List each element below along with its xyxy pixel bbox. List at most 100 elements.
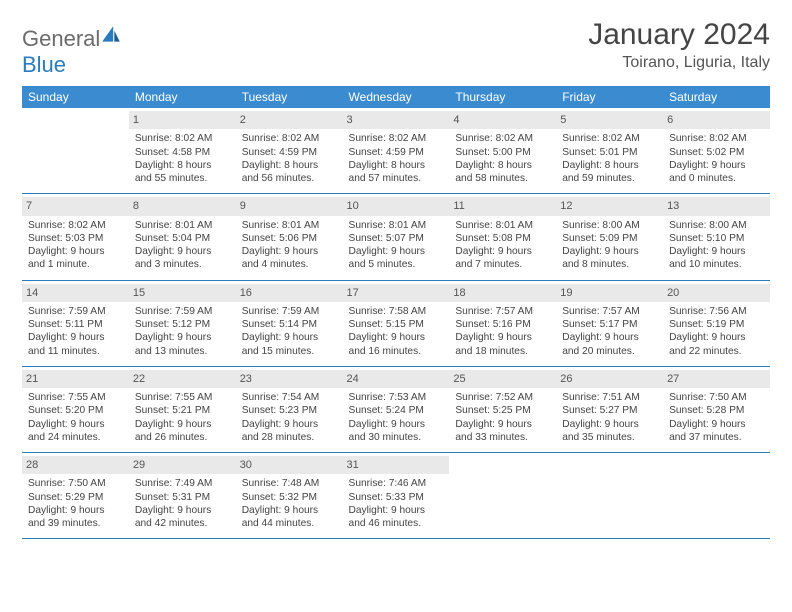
sunrise-text: Sunrise: 7:56 AM xyxy=(669,305,764,318)
sunset-text: Sunset: 5:03 PM xyxy=(28,232,123,245)
weekday-header: Monday xyxy=(129,86,236,108)
sunrise-text: Sunrise: 8:01 AM xyxy=(349,219,444,232)
day-info: Sunrise: 8:00 AMSunset: 5:09 PMDaylight:… xyxy=(562,219,657,272)
day-number: 13 xyxy=(663,197,770,215)
day-info: Sunrise: 7:53 AMSunset: 5:24 PMDaylight:… xyxy=(349,391,444,444)
day-info: Sunrise: 7:56 AMSunset: 5:19 PMDaylight:… xyxy=(669,305,764,358)
sunset-text: Sunset: 5:10 PM xyxy=(669,232,764,245)
calendar-cell: 21Sunrise: 7:55 AMSunset: 5:20 PMDayligh… xyxy=(22,366,129,452)
day-info: Sunrise: 7:49 AMSunset: 5:31 PMDaylight:… xyxy=(135,477,230,530)
calendar-row: 7Sunrise: 8:02 AMSunset: 5:03 PMDaylight… xyxy=(22,194,770,280)
calendar-cell: 4 Sunrise: 8:02 AMSunset: 5:00 PMDaylight… xyxy=(449,108,556,194)
daylight-text: Daylight: 9 hours and 26 minutes. xyxy=(135,418,230,445)
day-info: Sunrise: 7:59 AMSunset: 5:14 PMDaylight:… xyxy=(242,305,337,358)
daylight-text: Daylight: 9 hours and 33 minutes. xyxy=(455,418,550,445)
daylight-text: Daylight: 9 hours and 11 minutes. xyxy=(28,331,123,358)
sunset-text: Sunset: 5:32 PM xyxy=(242,491,337,504)
calendar-cell: 26 Sunrise: 7:51 AMSunset: 5:27 PMDayligh… xyxy=(556,366,663,452)
sunrise-text: Sunrise: 7:55 AM xyxy=(135,391,230,404)
day-info: Sunrise: 8:02 AMSunset: 5:00 PMDaylight:… xyxy=(455,132,550,185)
daylight-text: Daylight: 9 hours and 4 minutes. xyxy=(242,245,337,272)
sunrise-text: Sunrise: 8:02 AM xyxy=(669,132,764,145)
calendar-cell: 2Sunrise: 8:02 AMSunset: 4:59 PMDaylight… xyxy=(236,108,343,194)
calendar-cell: 22 Sunrise: 7:55 AMSunset: 5:21 PMDayligh… xyxy=(129,366,236,452)
daylight-text: Daylight: 8 hours and 58 minutes. xyxy=(455,159,550,186)
calendar-cell: 10Sunrise: 8:01 AMSunset: 5:07 PMDayligh… xyxy=(343,194,450,280)
calendar-cell: 6Sunrise: 8:02 AMSunset: 5:02 PMDaylight… xyxy=(663,108,770,194)
day-info: Sunrise: 7:48 AMSunset: 5:32 PMDaylight:… xyxy=(242,477,337,530)
day-number: 14 xyxy=(22,284,129,302)
sunset-text: Sunset: 5:27 PM xyxy=(562,404,657,417)
daylight-text: Daylight: 9 hours and 24 minutes. xyxy=(28,418,123,445)
calendar-cell: 31Sunrise: 7:46 AMSunset: 5:33 PMDayligh… xyxy=(343,453,450,539)
day-info: Sunrise: 7:55 AMSunset: 5:21 PMDaylight:… xyxy=(135,391,230,444)
sunrise-text: Sunrise: 7:49 AM xyxy=(135,477,230,490)
sunrise-text: Sunrise: 7:54 AM xyxy=(242,391,337,404)
sunset-text: Sunset: 5:07 PM xyxy=(349,232,444,245)
day-number: 26 xyxy=(556,370,663,388)
sunset-text: Sunset: 5:33 PM xyxy=(349,491,444,504)
sunset-text: Sunset: 5:15 PM xyxy=(349,318,444,331)
calendar-cell: 27Sunrise: 7:50 AMSunset: 5:28 PMDayligh… xyxy=(663,366,770,452)
daylight-text: Daylight: 8 hours and 56 minutes. xyxy=(242,159,337,186)
day-info: Sunrise: 8:02 AMSunset: 4:58 PMDaylight:… xyxy=(135,132,230,185)
day-number: 10 xyxy=(343,197,450,215)
day-number: 22 xyxy=(129,370,236,388)
day-number: 21 xyxy=(22,370,129,388)
day-number: 4 xyxy=(449,111,556,129)
calendar-head: SundayMondayTuesdayWednesdayThursdayFrid… xyxy=(22,86,770,108)
weekday-header: Tuesday xyxy=(236,86,343,108)
sunset-text: Sunset: 5:23 PM xyxy=(242,404,337,417)
sunset-text: Sunset: 5:20 PM xyxy=(28,404,123,417)
sunset-text: Sunset: 5:29 PM xyxy=(28,491,123,504)
daylight-text: Daylight: 8 hours and 59 minutes. xyxy=(562,159,657,186)
sunset-text: Sunset: 5:04 PM xyxy=(135,232,230,245)
calendar-cell: 8Sunrise: 8:01 AMSunset: 5:04 PMDaylight… xyxy=(129,194,236,280)
day-number: 28 xyxy=(22,456,129,474)
calendar-cell: 18Sunrise: 7:57 AMSunset: 5:16 PMDayligh… xyxy=(449,280,556,366)
day-info: Sunrise: 8:01 AMSunset: 5:08 PMDaylight:… xyxy=(455,219,550,272)
day-info: Sunrise: 7:50 AMSunset: 5:29 PMDaylight:… xyxy=(28,477,123,530)
day-number: 19 xyxy=(556,284,663,302)
calendar-cell: 17 Sunrise: 7:58 AMSunset: 5:15 PMDayligh… xyxy=(343,280,450,366)
day-info: Sunrise: 7:51 AMSunset: 5:27 PMDaylight:… xyxy=(562,391,657,444)
day-number: 30 xyxy=(236,456,343,474)
sunset-text: Sunset: 4:59 PM xyxy=(242,146,337,159)
calendar-cell xyxy=(556,453,663,539)
daylight-text: Daylight: 9 hours and 7 minutes. xyxy=(455,245,550,272)
daylight-text: Daylight: 9 hours and 37 minutes. xyxy=(669,418,764,445)
daylight-text: Daylight: 9 hours and 16 minutes. xyxy=(349,331,444,358)
sunrise-text: Sunrise: 7:50 AM xyxy=(28,477,123,490)
sunset-text: Sunset: 5:21 PM xyxy=(135,404,230,417)
calendar-cell: 24Sunrise: 7:53 AMSunset: 5:24 PMDayligh… xyxy=(343,366,450,452)
calendar-cell: 5Sunrise: 8:02 AMSunset: 5:01 PMDaylight… xyxy=(556,108,663,194)
daylight-text: Daylight: 9 hours and 30 minutes. xyxy=(349,418,444,445)
day-number: 2 xyxy=(236,111,343,129)
day-number: 27 xyxy=(663,370,770,388)
sail-icon xyxy=(100,24,122,46)
day-number: 12 xyxy=(556,197,663,215)
calendar-cell: 20Sunrise: 7:56 AMSunset: 5:19 PMDayligh… xyxy=(663,280,770,366)
day-info: Sunrise: 8:02 AMSunset: 5:01 PMDaylight:… xyxy=(562,132,657,185)
day-number: 18 xyxy=(449,284,556,302)
sunset-text: Sunset: 5:31 PM xyxy=(135,491,230,504)
sunrise-text: Sunrise: 7:58 AM xyxy=(349,305,444,318)
sunset-text: Sunset: 5:08 PM xyxy=(455,232,550,245)
sunrise-text: Sunrise: 8:02 AM xyxy=(28,219,123,232)
weekday-header: Saturday xyxy=(663,86,770,108)
sunrise-text: Sunrise: 8:02 AM xyxy=(562,132,657,145)
day-info: Sunrise: 8:00 AMSunset: 5:10 PMDaylight:… xyxy=(669,219,764,272)
day-info: Sunrise: 7:59 AMSunset: 5:11 PMDaylight:… xyxy=(28,305,123,358)
day-info: Sunrise: 8:02 AMSunset: 4:59 PMDaylight:… xyxy=(349,132,444,185)
sunset-text: Sunset: 5:02 PM xyxy=(669,146,764,159)
sunrise-text: Sunrise: 7:51 AM xyxy=(562,391,657,404)
calendar-cell: 12 Sunrise: 8:00 AMSunset: 5:09 PMDayligh… xyxy=(556,194,663,280)
daylight-text: Daylight: 9 hours and 28 minutes. xyxy=(242,418,337,445)
sunset-text: Sunset: 5:19 PM xyxy=(669,318,764,331)
daylight-text: Daylight: 9 hours and 22 minutes. xyxy=(669,331,764,358)
daylight-text: Daylight: 9 hours and 42 minutes. xyxy=(135,504,230,531)
location: Toirano, Liguria, Italy xyxy=(588,54,770,72)
sunrise-text: Sunrise: 7:48 AM xyxy=(242,477,337,490)
day-number: 17 xyxy=(343,284,450,302)
sunrise-text: Sunrise: 7:53 AM xyxy=(349,391,444,404)
